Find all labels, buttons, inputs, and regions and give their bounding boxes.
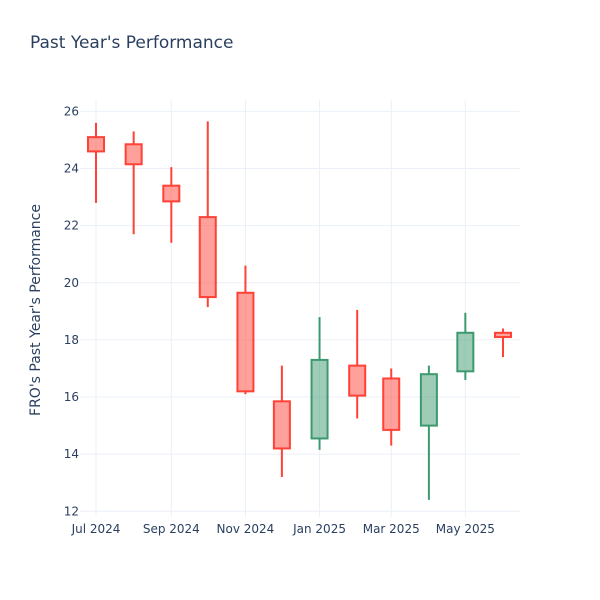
candle-body	[198, 216, 217, 299]
axis-layer: FRO's Past Year's Performance 12 14 16 18 20…	[28, 104, 495, 536]
candle-decreasing	[162, 167, 181, 243]
grid-layer	[80, 100, 520, 517]
y-tick-label: 18	[64, 333, 79, 347]
candle-body	[87, 136, 105, 153]
x-tick-label: Nov 2024	[217, 522, 275, 536]
candle-increasing	[456, 312, 475, 380]
candle-decreasing	[87, 122, 105, 203]
x-tick-label: May 2025	[436, 522, 495, 536]
candle-body	[382, 377, 401, 431]
candle-body	[124, 143, 143, 166]
y-tick-label: 16	[64, 390, 79, 404]
candle-decreasing	[272, 365, 291, 478]
candle-increasing	[419, 365, 438, 500]
candle-decreasing	[198, 121, 217, 308]
y-tick-label: 12	[64, 504, 79, 518]
y-tick-label: 24	[64, 162, 79, 176]
candle-decreasing	[236, 265, 255, 395]
candle-layer	[87, 121, 512, 500]
y-tick-label: 20	[64, 276, 79, 290]
x-tick-label: Sep 2024	[143, 522, 200, 536]
candle-body	[310, 358, 329, 440]
candle-body	[272, 400, 291, 450]
candle-body	[162, 184, 181, 203]
candle-decreasing	[494, 328, 512, 358]
candle-decreasing	[382, 368, 401, 446]
y-tick-label: 22	[64, 219, 79, 233]
candle-decreasing	[348, 309, 367, 419]
chart-title: Past Year's Performance	[30, 33, 234, 53]
candle-body	[494, 331, 512, 339]
x-tick-label: Jan 2025	[292, 522, 346, 536]
y-axis-title: FRO's Past Year's Performance	[28, 204, 44, 416]
candle-body	[456, 331, 475, 373]
candle-body	[236, 291, 255, 393]
x-tick-label: Mar 2025	[363, 522, 420, 536]
candle-body	[419, 373, 438, 427]
candle-decreasing	[124, 131, 143, 235]
y-tick-label: 26	[64, 104, 79, 118]
candle-body	[348, 364, 367, 397]
y-tick-label: 14	[64, 447, 79, 461]
candle-increasing	[310, 317, 329, 450]
x-tick-label: Jul 2024	[71, 522, 121, 536]
